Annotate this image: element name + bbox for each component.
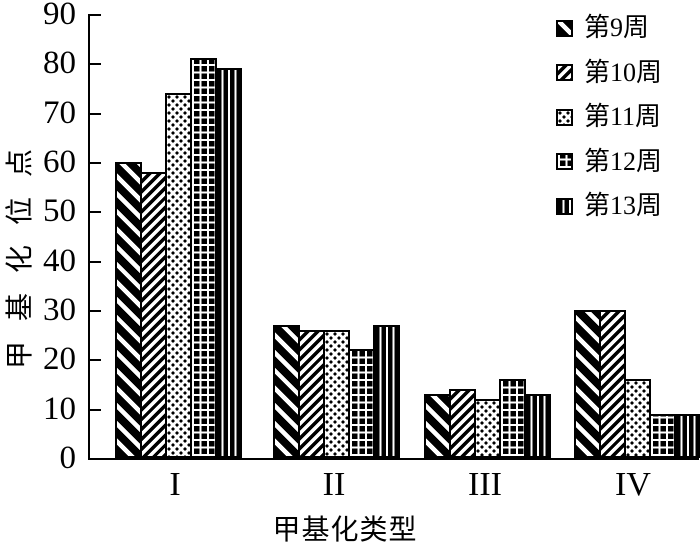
- plot-area: [88, 14, 700, 460]
- y-axis-tick-80: [90, 63, 101, 66]
- thick-backslash-stripes-swatch-icon: [556, 19, 573, 37]
- legend-item-week12: 第12周: [556, 146, 663, 176]
- bar-第12周-III: [498, 379, 527, 458]
- bar-第13周-III: [523, 393, 552, 458]
- grid-swatch-icon: [556, 153, 573, 170]
- bar-第10周-I: [139, 171, 168, 458]
- bar-第9周-II: [273, 324, 301, 458]
- dots-swatch-icon: [556, 108, 573, 126]
- legend: 第9周 第10周 第11周 第12周 第13周: [556, 15, 662, 238]
- y-tick-label-20: 20: [43, 341, 76, 378]
- y-tick-label-60: 60: [43, 144, 76, 180]
- bar-第13周-IV: [673, 413, 700, 458]
- bar-第9周-IV: [574, 310, 602, 458]
- bar-第9周-III: [424, 393, 452, 458]
- x-category-label-2: II: [322, 466, 346, 503]
- y-axis-tick-60: [90, 162, 101, 164]
- bar-group-III: [424, 14, 552, 458]
- bar-第10周-IV: [598, 310, 627, 458]
- bar-第12周-II: [347, 349, 376, 458]
- x-axis-title: 甲基化类型: [272, 515, 418, 546]
- bar-第9周-I: [115, 162, 143, 458]
- bar-第13周-I: [214, 68, 243, 458]
- y-tick-labels: 0 10 20 30 40 50 60 70 80 90: [0, 0, 76, 549]
- bar-group-I: [115, 14, 243, 458]
- x-category-label-1: I: [169, 466, 181, 503]
- bar-第11周-IV: [623, 379, 652, 458]
- y-tick-label-90: 90: [43, 0, 76, 32]
- legend-label-week12: 第12周: [584, 146, 663, 176]
- y-axis-tick-30: [90, 310, 101, 312]
- legend-item-week11: 第11周: [556, 104, 662, 130]
- bar-第13周-II: [372, 324, 401, 458]
- vertical-stripes-swatch-icon: [556, 197, 573, 215]
- legend-label-week10: 第10周: [584, 57, 663, 87]
- bar-第11周-II: [322, 329, 351, 458]
- legend-label-week9: 第9周: [584, 13, 650, 42]
- legend-item-week9: 第9周: [556, 15, 662, 41]
- x-category-label-3: III: [468, 466, 502, 503]
- bar-第10周-II: [297, 329, 326, 458]
- y-tick-label-10: 10: [43, 390, 76, 427]
- legend-item-week13: 第13周: [556, 193, 662, 219]
- y-axis-tick-70: [90, 112, 101, 115]
- y-axis-tick-50: [90, 211, 101, 214]
- bar-group-II: [273, 14, 401, 458]
- legend-label-week11: 第11周: [584, 102, 662, 131]
- thin-slash-stripes-swatch-icon: [556, 64, 573, 81]
- y-axis-tick-90: [90, 14, 101, 16]
- bar-第11周-I: [164, 92, 193, 458]
- legend-item-week10: 第10周: [556, 57, 663, 87]
- bar-第12周-IV: [648, 413, 677, 458]
- y-axis-tick-10: [90, 408, 101, 411]
- bar-第11周-III: [473, 398, 502, 458]
- y-tick-label-80: 80: [43, 45, 76, 82]
- legend-label-week13: 第13周: [584, 191, 663, 220]
- y-tick-label-0: 0: [59, 440, 77, 476]
- y-tick-label-40: 40: [43, 242, 76, 279]
- y-axis-tick-20: [90, 359, 101, 362]
- x-category-label-4: IV: [615, 466, 651, 503]
- y-tick-label-70: 70: [43, 94, 76, 131]
- bar-第12周-I: [189, 58, 218, 458]
- y-tick-label-50: 50: [43, 193, 76, 230]
- y-axis-tick-40: [90, 260, 101, 263]
- y-tick-label-30: 30: [43, 292, 76, 328]
- bar-group-IV: [574, 14, 700, 458]
- bar-第10周-III: [448, 388, 477, 458]
